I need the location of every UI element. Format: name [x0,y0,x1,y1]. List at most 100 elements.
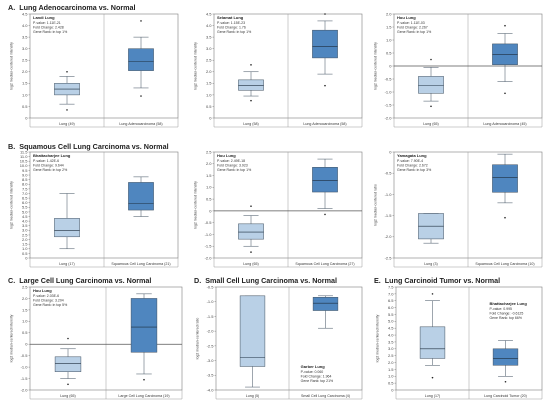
outlier-point [504,92,506,95]
dataset-name: Landi Lung [33,15,55,20]
y-tick-label: 1.5 [386,24,392,29]
box-normal [238,205,264,253]
y-tick-label: 4.0 [206,23,212,28]
box-iqr [54,356,82,372]
dataset-stat: P-value: 7.90E-4 [397,159,423,163]
y-tick-label: 6.5 [388,298,394,303]
dataset-stat: Fold Change: 3.923 [217,164,248,168]
y-tick-label: 0.5 [22,251,28,256]
chart-a2-svg: 0 0.5 1.0 1.5 2.0 2.5 3.0 3.5 4.0 4.5 log2 median-… [194,11,363,128]
outlier-point [66,70,68,73]
y-tick-label: -1.5 [207,314,215,319]
y-tick-label: 1.0 [388,374,394,379]
y-tick-label: 0 [209,208,212,213]
category-label: Lung (65) [423,122,438,126]
dataset-stat: Fold Change: 1.76 [217,26,246,30]
y-tick-label: 5.5 [388,312,394,317]
y-tick-label: -1.5 [21,376,29,381]
outlier-point [430,58,432,61]
category-label: Lung (17) [425,394,440,398]
outlier-point [250,205,252,207]
section-title-e: E. Lung Carcinoid Tumor vs. Normal [374,276,500,285]
box-normal [54,193,80,250]
y-tick-label: -1.0 [207,299,215,304]
y-tick-label: 0 [25,342,28,347]
y-tick-label: 10.5 [20,159,29,164]
dataset-stat: Gene Rank: in top 1% [217,168,251,172]
dataset-stat: Fold Change: 2.428 [33,26,64,30]
box-normal [238,64,264,102]
outlier-point [431,293,434,295]
category-label: Lung Adenocarcinoma (58) [303,122,346,126]
dataset-stat: Gene Rank: in top 1% [397,30,431,34]
chart-b1-svg: 00.51.01.52.02.53.03.54.04.55.05.56.06.5… [10,149,179,268]
y-tick-label: 0.5 [22,330,28,335]
category-label: Lung (65) [60,394,75,398]
chart-a1-svg: 0 0.5 1.0 1.5 2.0 2.5 3.0 3.5 4.0 4.5 log2 median-… [10,11,179,128]
y-tick-label: -1.0 [205,232,213,237]
y-tick-label: 2.5 [22,232,28,237]
y-tick-label: -2.0 [385,234,393,239]
section-title-c: C. Large Cell Lung Carcinoma vs. Normal [8,276,151,285]
chart-c1-svg: -2.0 -1.5 -1.0 -0.5 0 0.5 1.0 1.5 2.0 2.5 log2 med… [10,284,183,400]
outlier-point [67,383,69,386]
dataset-stat: Fold Change: -0.6125 [489,312,523,316]
section-text-a: Lung Adenocarcinoma vs. Normal [19,3,136,12]
box-iqr [312,29,338,59]
y-tick-label: 3.0 [388,346,394,351]
y-axis-label: log2 median-centered intensity [194,181,198,229]
y-tick-label: 4.5 [388,326,394,331]
section-text-e: Lung Carcinoid Tumor vs. Normal [384,276,501,285]
y-tick-label: -1.0 [385,89,393,94]
dataset-name: Garber Lung [301,364,326,369]
y-tick-label: 2.0 [22,296,28,301]
y-tick-label: 2.0 [22,237,28,242]
y-tick-label: 2.0 [22,69,28,74]
chart-c1-hou: -2.0 -1.5 -1.0 -0.5 0 0.5 1.0 1.5 2.0 2.5 log2 med… [8,284,184,400]
category-label: Lung Adenocarcinoma (45) [483,122,526,126]
y-tick-label: 1.5 [22,81,28,86]
y-tick-label: -0.5 [207,284,215,289]
y-tick-label: 7.0 [22,191,28,196]
box-normal [239,295,266,388]
y-tick-label: -2.5 [385,255,393,260]
chart-e1-svg: 00.5 1.0 1.5 2.0 2.5 3.0 3.5 4.04.5 5.0 5.5 6.0 6.5… [376,284,543,400]
dataset-stat: P-value: 2.49E-18 [217,159,245,163]
y-tick-label: 1.5 [22,242,28,247]
dataset-stat: P-value: 1.15E-23 [217,21,245,25]
section-label-e: E. [374,276,381,285]
y-tick-label: 6.0 [388,305,394,310]
section-text-c: Large Cell Lung Carcinoma vs. Normal [19,276,152,285]
y-tick-label: -2.0 [385,115,393,120]
outlier-point [250,251,252,253]
box-iqr [238,223,264,240]
dataset-stat: Fold Change: 2.672 [397,164,428,168]
category-label: Lung (17) [59,262,74,266]
y-tick-label: 0 [209,115,212,120]
section-title-a: A. Lung Adenocarcinoma vs. Normal [8,3,136,12]
box-tumor [312,295,339,329]
y-tick-label: 3.5 [22,35,28,40]
section-label-c: C. [8,276,16,285]
box-iqr [419,326,446,359]
y-tick-label: 5.5 [22,205,28,210]
y-tick-label: 1.0 [22,92,28,97]
y-tick-label: 3.0 [22,228,28,233]
outlier-point [143,378,145,381]
box-iqr [128,48,154,71]
chart-a1-landi: 0 0.5 1.0 1.5 2.0 2.5 3.0 3.5 4.0 4.5 log2 median-… [8,11,180,128]
outlier-point [431,376,434,379]
y-tick-label: 0.5 [22,104,28,109]
y-tick-label: 1.0 [206,185,212,190]
box-normal [419,293,446,379]
dataset-stat: P-value: 0.060 [301,370,324,374]
chart-d1-svg: -4.0 -3.5 -3.0 -2.5 -2.0 -1.5 -1.0 -0.5 log2 med… [196,284,363,400]
y-tick-label: 4.0 [388,332,394,337]
y-tick-label: -2.0 [21,387,29,392]
y-tick-label: -4.0 [207,387,215,392]
box-iqr [54,218,80,238]
